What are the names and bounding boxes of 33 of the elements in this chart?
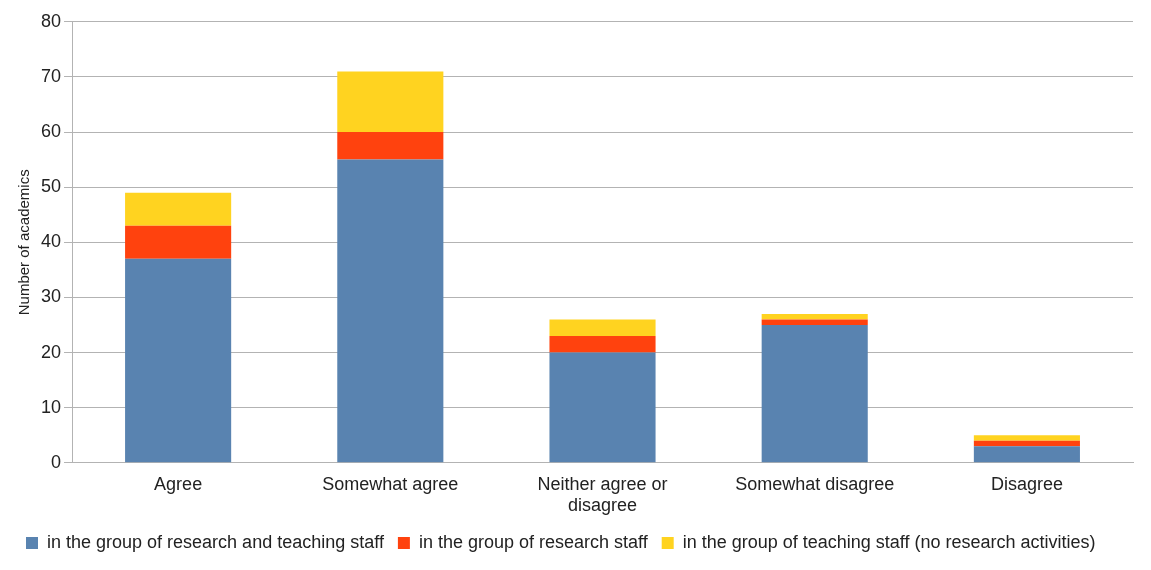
bar <box>549 352 656 463</box>
y-tick-label: 50 <box>40 176 62 197</box>
x-tick-label: Disagree <box>990 473 1063 494</box>
y-tick-label: 70 <box>40 65 62 86</box>
y-tick-label: 10 <box>40 396 62 417</box>
x-tick-label: Agree <box>154 473 203 494</box>
y-tick-label: 20 <box>40 341 62 362</box>
bar <box>549 336 656 353</box>
bar <box>973 435 1080 441</box>
x-tick-label: Somewhat agree <box>322 473 459 494</box>
x-tick-label: Neither agree or disagree <box>537 473 668 516</box>
y-tick-label: 30 <box>40 286 62 307</box>
bar <box>761 313 868 320</box>
y-tick-label: 0 <box>51 451 62 472</box>
x-tick-label: Somewhat disagree <box>735 473 895 494</box>
bar <box>973 446 1080 463</box>
bar <box>337 132 444 160</box>
bar <box>761 324 868 463</box>
bar <box>973 440 1080 447</box>
legend-label: in the group of research and teaching staff <box>47 531 385 552</box>
y-axis-title: Number of academics <box>15 169 33 316</box>
bar <box>761 319 868 325</box>
legend-label: in the group of teaching staff (no research activities) <box>682 531 1096 552</box>
y-tick-label: 40 <box>40 231 62 252</box>
legend-label: in the group of research staff <box>418 531 649 552</box>
bar <box>125 225 232 259</box>
bar <box>125 192 232 226</box>
bar <box>337 71 444 133</box>
bar <box>125 258 232 463</box>
bar <box>549 319 656 337</box>
bar <box>337 159 444 463</box>
y-tick-label: 80 <box>40 10 62 31</box>
y-tick-label: 60 <box>40 121 62 142</box>
